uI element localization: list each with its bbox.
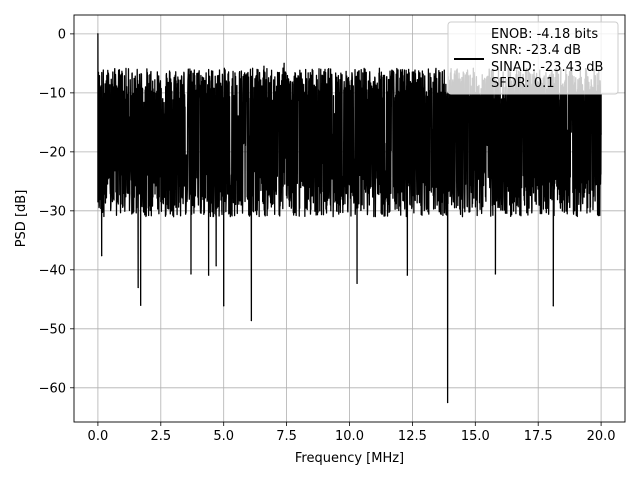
y-tick-label: −50 — [39, 322, 66, 337]
x-tick-label: 20.0 — [587, 429, 616, 444]
x-tick-label: 10.0 — [335, 429, 364, 444]
x-tick-label: 7.5 — [276, 429, 297, 444]
psd-data-point — [140, 304, 142, 306]
y-tick-label: −60 — [39, 381, 66, 396]
psd-data-point — [250, 319, 252, 322]
psd-data-point — [215, 265, 217, 267]
x-axis-ticks: 0.0 2.5 5.0 7.5 10.0 12.5 15.0 17.5 20.0 — [88, 422, 616, 444]
legend-entry-snr: SNR: -23.4 dB — [491, 43, 581, 58]
psd-data-point — [208, 274, 210, 276]
x-tick-label: 12.5 — [398, 429, 427, 444]
psd-data-point — [283, 62, 285, 64]
y-axis-ticks: 0 −10 −20 −30 −40 −50 −60 — [39, 27, 74, 396]
y-tick-label: −40 — [39, 263, 66, 278]
legend-entry-sfdr: SFDR: 0.1 — [491, 76, 555, 91]
y-axis-label: PSD [dB] — [14, 190, 29, 248]
x-axis-label: Frequency [MHz] — [295, 451, 404, 466]
legend-box — [447, 21, 619, 95]
psd-data-point — [356, 282, 358, 284]
psd-data-point — [190, 273, 192, 275]
x-tick-label: 2.5 — [150, 429, 171, 444]
x-tick-label: 15.0 — [461, 429, 490, 444]
psd-data-point — [263, 65, 265, 67]
legend-entry-enob: ENOB: -4.18 bits — [491, 27, 598, 42]
x-tick-label: 17.5 — [524, 429, 553, 444]
psd-data-point — [600, 133, 602, 135]
psd-data-point — [101, 255, 103, 257]
psd-data-point — [406, 274, 408, 276]
legend: ENOB: -4.18 bits SNR: -23.4 dB SINAD: -2… — [447, 21, 619, 95]
psd-data-point — [137, 286, 139, 289]
y-tick-label: −10 — [39, 86, 66, 101]
psd-data-point — [447, 401, 449, 404]
psd-data-point — [97, 136, 100, 138]
psd-data-point — [552, 305, 554, 307]
y-tick-label: 0 — [58, 27, 66, 42]
psd-data-point — [97, 33, 99, 35]
psd-data-point — [223, 305, 225, 307]
x-tick-label: 5.0 — [213, 429, 234, 444]
psd-line — [97, 33, 602, 404]
y-tick-label: −30 — [39, 204, 66, 219]
psd-series — [97, 33, 602, 404]
legend-entry-sinad: SINAD: -23.43 dB — [491, 60, 603, 75]
psd-data-point — [494, 273, 497, 275]
psd-data-point — [99, 177, 102, 179]
x-tick-label: 0.0 — [88, 429, 109, 444]
y-tick-label: −20 — [39, 145, 66, 160]
